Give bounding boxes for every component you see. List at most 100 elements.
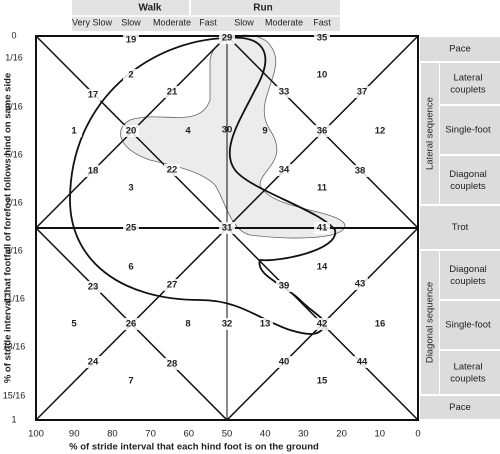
region-number: 19 (126, 35, 137, 46)
region-number: 6 (128, 262, 133, 273)
label-bg (164, 358, 180, 370)
panel-row-label: Pace (449, 402, 471, 413)
label-bg (314, 261, 330, 273)
label-bg (314, 125, 330, 137)
x-tick-label: 100 (28, 429, 44, 440)
region-number: 13 (260, 319, 271, 330)
y-tick-label: 7/16 (5, 197, 23, 207)
region-number: 24 (88, 357, 99, 368)
speed-label: Fast (313, 17, 331, 27)
x-tick-label: 50 (222, 429, 233, 440)
y-tick-label: 1/16 (5, 52, 23, 62)
region-number: 21 (167, 87, 178, 98)
panel-row-label: Single-foot (445, 320, 491, 331)
panel-row-label: Diagonal couplets (449, 264, 487, 287)
region-number: 2 (128, 70, 133, 81)
region-number: 8 (185, 319, 190, 330)
sequence-cell (421, 251, 439, 394)
speed-label: Moderate (265, 17, 303, 27)
panel-row-label: Lateral couplets (450, 72, 486, 95)
region-number: 27 (167, 280, 178, 291)
label-bg (123, 261, 139, 273)
region-number: 35 (317, 33, 328, 44)
label-bg (219, 32, 235, 44)
label-bg (66, 125, 82, 137)
x-tick-label: 90 (69, 429, 80, 440)
panel-cell (440, 301, 500, 349)
x-axis-label: % of stride interval that each hind foot… (69, 442, 319, 453)
label-bg (164, 86, 180, 98)
region-number: 34 (279, 165, 290, 176)
label-bg (314, 318, 330, 330)
x-tick-label: 20 (336, 429, 347, 440)
region-number: 42 (317, 319, 328, 330)
label-bg (352, 165, 368, 177)
region-number: 5 (71, 319, 77, 330)
label-bg (276, 356, 292, 368)
panel-row-label: Single-foot (445, 125, 491, 136)
region-number: 28 (167, 359, 178, 370)
label-bg (164, 279, 180, 291)
region-number: 18 (88, 166, 99, 177)
region-number: 11 (317, 183, 328, 194)
label-bg (219, 318, 235, 330)
y-tick-label: 3/16 (5, 101, 23, 111)
region-number: 23 (88, 282, 99, 293)
region-number: 32 (222, 319, 233, 330)
sequence-label: Lateral sequence (425, 97, 436, 170)
x-tick-label: 30 (298, 429, 309, 440)
region-number: 30 (222, 125, 233, 136)
label-bg (123, 69, 139, 81)
x-tick-label: 0 (415, 429, 420, 440)
region-number: 38 (355, 166, 366, 177)
y-axis-label: % of stride interval that footfall of fo… (3, 73, 14, 383)
panel-cell (420, 37, 500, 61)
label-bg (123, 318, 139, 330)
y-tick-label: 1 (11, 414, 16, 424)
region-number: 37 (357, 87, 368, 98)
y-tick-label: 9/16 (5, 245, 23, 255)
label-bg (180, 318, 196, 330)
label-bg (219, 222, 235, 234)
region-number: 7 (128, 376, 133, 387)
speed-label: Slow (234, 17, 254, 27)
label-bg (85, 165, 101, 177)
label-bg (372, 318, 388, 330)
label-bg (85, 89, 101, 101)
panel-cell (440, 106, 500, 154)
panel-row-label: Trot (452, 222, 469, 233)
x-tick-label: 80 (107, 429, 118, 440)
label-bg (354, 356, 370, 368)
label-bg (314, 222, 330, 234)
label-bg (123, 34, 139, 46)
label-bg (123, 222, 139, 234)
right-panel: Pace Lateral couplets Single-foot Diagonal co… (420, 37, 500, 419)
region-number: 31 (222, 223, 233, 234)
panel-row-label: Lateral couplets (450, 361, 486, 384)
region-number: 10 (317, 70, 328, 81)
x-tick-label: 40 (260, 429, 271, 440)
label-bg (85, 281, 101, 293)
speed-group: Run (253, 3, 272, 14)
label-bg (372, 125, 388, 137)
label-bg (352, 278, 368, 290)
panel-cell (440, 251, 500, 299)
label-bg (314, 69, 330, 81)
label-bg (314, 375, 330, 387)
speed-label: Moderate (153, 17, 191, 27)
panel-cell (440, 63, 500, 104)
label-bg (354, 86, 370, 98)
label-bg (314, 182, 330, 194)
region-number: 26 (126, 319, 137, 330)
y-tick-label: 0 (11, 30, 16, 40)
label-bg (276, 86, 292, 98)
region-number: 20 (126, 126, 137, 137)
region-number: 16 (375, 319, 386, 330)
region-number: 41 (317, 223, 328, 234)
gait-curve (69, 36, 336, 335)
region-number: 12 (375, 126, 386, 137)
region-number: 43 (355, 279, 366, 290)
y-tick-label: 15/16 (3, 390, 26, 400)
label-bg (85, 356, 101, 368)
